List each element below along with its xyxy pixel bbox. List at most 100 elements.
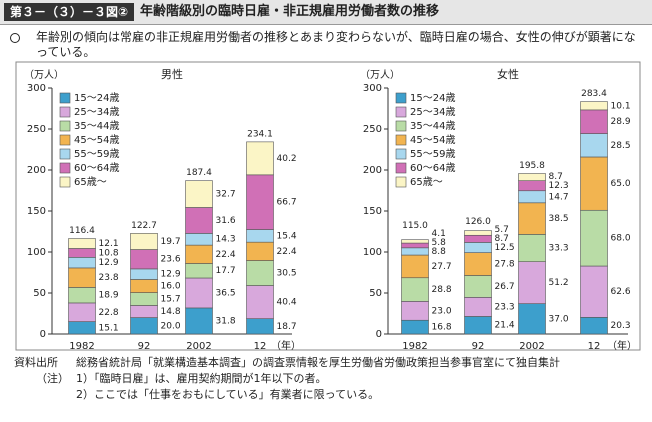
bar-segment — [464, 297, 492, 317]
legend-label: 45～54歳 — [410, 134, 455, 146]
legend-swatch — [59, 176, 71, 188]
value-label: 27.7 — [432, 262, 452, 272]
bar-segment — [185, 233, 213, 246]
value-label: 17.7 — [216, 266, 236, 276]
legend-swatch — [395, 162, 407, 174]
bar-segment — [518, 180, 546, 192]
value-label: 5.8 — [432, 238, 447, 248]
value-label: 12.9 — [161, 270, 181, 280]
figure-number: 第３－（３）－３図② — [4, 3, 135, 21]
bar-segment — [130, 233, 158, 250]
total-label: 195.8 — [519, 161, 545, 171]
bar-segment — [518, 234, 546, 262]
total-label: 283.4 — [581, 89, 607, 99]
source-text: 総務省統計局「就業構造基本調査」の調査票情報を厚生労働省労働政策担当参事官室にて… — [76, 356, 560, 369]
bar-segment — [401, 239, 429, 244]
legend-label: 65歳～ — [74, 176, 107, 188]
value-label: 31.6 — [216, 216, 236, 226]
value-label: 51.2 — [549, 278, 569, 288]
value-label: 26.7 — [495, 282, 515, 292]
source-label: 資料出所 — [14, 356, 58, 369]
y-tick-label: 0 — [40, 329, 46, 340]
y-unit: （万人） — [360, 69, 400, 81]
y-tick-label: 300 — [27, 83, 46, 94]
header-bar: 第３－（３）－３図② 年齢階級別の臨時日雇・非正規雇用労働者数の推移 — [0, 0, 652, 25]
bar-segment — [518, 261, 546, 304]
bar-segment — [580, 109, 608, 134]
legend-swatch — [395, 134, 407, 146]
x-unit: （年） — [271, 339, 301, 352]
total-label: 187.4 — [186, 168, 212, 178]
legend-swatch — [59, 92, 71, 104]
value-label: 37.0 — [549, 314, 569, 324]
value-label: 10.8 — [99, 248, 119, 258]
x-tick-label: 92 — [472, 341, 485, 352]
value-label: 28.8 — [432, 285, 452, 295]
legend-label: 45～54歳 — [74, 134, 119, 146]
legend-swatch — [59, 120, 71, 132]
x-tick-label: 1982 — [402, 341, 427, 352]
value-label: 14.3 — [216, 235, 236, 245]
value-label: 22.4 — [216, 250, 236, 260]
value-label: 28.9 — [611, 117, 631, 127]
bar-segment — [130, 292, 158, 306]
chart-title: 男性 — [161, 67, 183, 81]
bar-segment — [580, 317, 608, 335]
y-tick-label: 200 — [27, 165, 46, 176]
legend-swatch — [59, 134, 71, 146]
value-label: 21.4 — [495, 321, 515, 331]
value-label: 65.0 — [611, 179, 631, 189]
value-label: 15.1 — [99, 323, 119, 333]
bar-segment — [68, 287, 96, 304]
bar-segment — [401, 277, 429, 302]
note-label: （注） — [36, 372, 69, 385]
bar-segment — [580, 101, 608, 111]
value-label: 12.5 — [495, 243, 515, 253]
y-tick-label: 250 — [27, 124, 46, 135]
legend-label: 25～34歳 — [410, 106, 455, 118]
x-tick-label: 12 — [254, 341, 267, 352]
bar-segment — [518, 173, 546, 181]
bar-segment — [68, 257, 96, 269]
legend-label: 25～34歳 — [74, 106, 119, 118]
legend-label: 55～59歳 — [74, 148, 119, 160]
bar-segment — [246, 241, 274, 261]
value-label: 27.8 — [495, 260, 515, 270]
value-label: 15.7 — [161, 295, 181, 305]
value-label: 16.0 — [161, 282, 181, 292]
x-tick-label: 12 — [588, 341, 601, 352]
value-label: 14.8 — [161, 307, 181, 317]
bar-segment — [246, 174, 274, 230]
bar-segment — [401, 319, 429, 335]
legend-swatch — [59, 106, 71, 118]
bar-segment — [464, 275, 492, 298]
y-tick-label: 250 — [363, 124, 382, 135]
y-tick-label: 150 — [363, 206, 382, 217]
x-tick-label: 1982 — [69, 341, 94, 352]
value-label: 18.7 — [277, 322, 297, 332]
bar-segment — [246, 285, 274, 319]
value-label: 4.1 — [432, 229, 446, 239]
value-label: 14.7 — [549, 192, 569, 202]
value-label: 22.4 — [277, 247, 297, 257]
bar-segment — [130, 305, 158, 318]
legend-swatch — [395, 92, 407, 104]
bar-segment — [580, 209, 608, 267]
bar-segment — [464, 242, 492, 253]
value-label: 23.0 — [432, 306, 452, 316]
total-label: 126.0 — [465, 217, 491, 227]
y-tick-label: 100 — [27, 247, 46, 258]
bar-segment — [246, 141, 274, 176]
value-label: 12.9 — [99, 258, 119, 268]
total-label: 122.7 — [131, 221, 157, 231]
bar-segment — [185, 180, 213, 208]
legend-label: 15～24歳 — [410, 92, 455, 104]
value-label: 19.7 — [161, 237, 181, 247]
bar-segment — [518, 303, 546, 335]
value-label: 23.6 — [161, 255, 181, 265]
value-label: 16.8 — [432, 323, 452, 333]
y-tick-label: 100 — [363, 247, 382, 258]
value-label: 22.8 — [99, 308, 119, 318]
